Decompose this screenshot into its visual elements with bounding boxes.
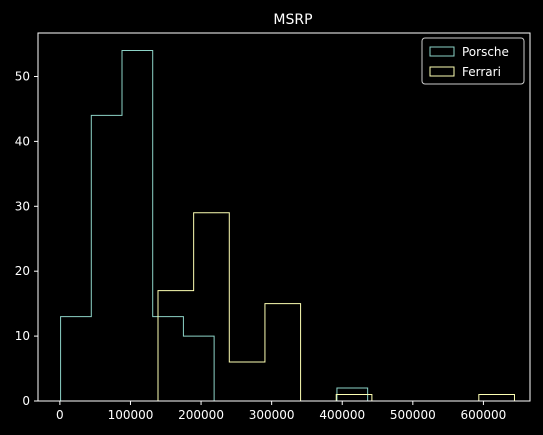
x-tick-label: 100000 xyxy=(108,408,154,422)
series-porsche xyxy=(60,50,369,402)
histogram-bin-porsche-3 xyxy=(153,317,184,401)
x-tick-label: 600000 xyxy=(461,408,507,422)
y-tick-label: 50 xyxy=(15,69,30,83)
x-tick-label: 400000 xyxy=(319,408,365,422)
x-axis: 0 100000 200000 300000 400000 500000 600000 xyxy=(56,401,506,422)
y-tick-label: 20 xyxy=(15,264,30,278)
x-tick-label: 0 xyxy=(56,408,64,422)
histogram-bin-ferrari-5 xyxy=(336,395,372,401)
histogram-bin-ferrari-3 xyxy=(265,304,301,401)
y-tick-label: 10 xyxy=(15,329,30,343)
x-tick-label: 500000 xyxy=(390,408,436,422)
y-tick-label: 40 xyxy=(15,134,30,148)
histogram-bin-porsche-4 xyxy=(183,336,214,401)
legend: Porsche Ferrari xyxy=(421,37,525,85)
histogram-bin-ferrari-9 xyxy=(479,395,515,401)
histogram-bin-ferrari-1 xyxy=(194,213,230,401)
legend-swatch-ferrari xyxy=(429,66,455,77)
legend-swatch-porsche xyxy=(429,46,455,57)
series-layer xyxy=(60,50,515,402)
histogram-bin-porsche-1 xyxy=(91,115,122,401)
legend-box xyxy=(421,37,525,85)
histogram-bin-porsche-0 xyxy=(61,317,92,401)
legend-label-ferrari: Ferrari xyxy=(462,65,501,79)
histogram-bin-ferrari-0 xyxy=(158,291,194,401)
histogram-bin-ferrari-2 xyxy=(229,362,265,401)
series-ferrari xyxy=(157,212,515,402)
legend-label-porsche: Porsche xyxy=(462,45,509,59)
y-axis: 0 10 20 30 40 50 xyxy=(15,69,38,408)
axes-frame xyxy=(37,32,531,402)
y-tick-label: 30 xyxy=(15,199,30,213)
x-tick-label: 200000 xyxy=(178,408,224,422)
chart-title: MSRP xyxy=(273,12,312,28)
x-tick-label: 300000 xyxy=(249,408,295,422)
histogram-step-ferrari xyxy=(157,212,515,402)
histogram-step-porsche xyxy=(60,50,369,402)
histogram-bin-porsche-2 xyxy=(122,51,153,401)
y-tick-label: 0 xyxy=(22,394,30,408)
